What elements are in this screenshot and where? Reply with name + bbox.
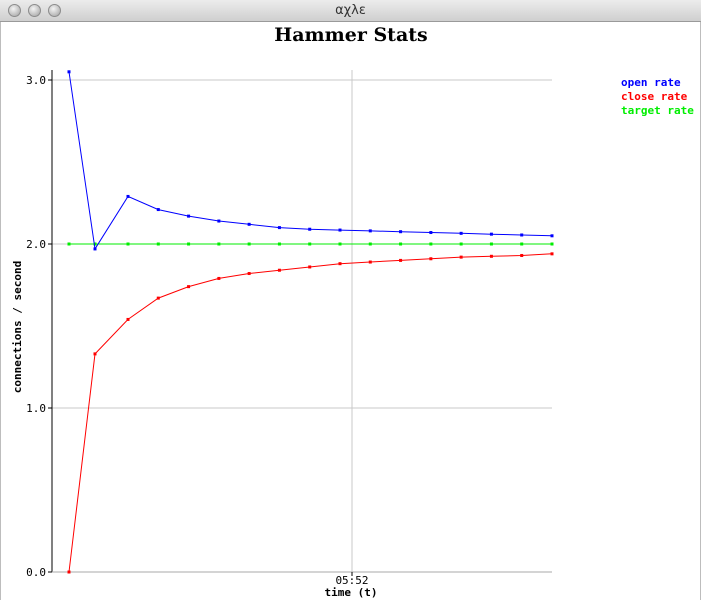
data-point — [156, 208, 160, 212]
data-point — [338, 242, 342, 246]
data-point — [368, 229, 372, 233]
data-point — [67, 70, 71, 74]
data-point — [277, 226, 281, 230]
data-point — [459, 255, 463, 259]
window-title: αχλε — [335, 3, 366, 18]
x-tick-label: 05:52 — [335, 574, 368, 587]
data-point — [489, 232, 493, 236]
zoom-window-button[interactable] — [48, 4, 61, 17]
data-point — [156, 242, 160, 246]
axes: 0.0 1.0 2.0 3.0 05:52 — [26, 70, 552, 587]
x-axis-label: time (t) — [325, 586, 378, 599]
data-point — [520, 233, 524, 237]
data-point — [489, 242, 493, 246]
data-point — [277, 242, 281, 246]
data-point — [93, 352, 97, 356]
data-point — [550, 234, 554, 238]
data-point — [489, 254, 493, 258]
data-point — [126, 194, 130, 198]
data-point — [247, 272, 251, 276]
data-point — [338, 228, 342, 232]
data-point — [550, 252, 554, 256]
data-point — [217, 219, 221, 223]
y-tick-label: 3.0 — [26, 74, 46, 87]
data-point — [429, 242, 433, 246]
data-point — [156, 296, 160, 300]
legend-entry: close rate — [621, 90, 688, 103]
data-point — [67, 570, 71, 574]
data-point — [338, 262, 342, 266]
data-point — [277, 268, 281, 272]
data-point — [368, 242, 372, 246]
data-point — [126, 242, 130, 246]
data-point — [126, 317, 130, 321]
window-border-left — [0, 22, 1, 600]
hammer-stats-chart: Hammer Stats 0.0 1.0 2.0 3.0 05:52 open rate… — [11, 24, 694, 599]
window-titlebar[interactable]: αχλε — [0, 0, 701, 22]
data-point — [217, 276, 221, 280]
series-line-close-rate — [68, 253, 553, 573]
close-window-button[interactable] — [8, 4, 21, 17]
legend-entry: open rate — [621, 76, 681, 89]
series-lines — [67, 70, 554, 574]
data-point — [368, 260, 372, 264]
y-tick-label: 2.0 — [26, 238, 46, 251]
data-point — [93, 247, 97, 251]
y-axis-label: connections / second — [11, 261, 24, 393]
data-point — [429, 257, 433, 261]
data-point — [247, 222, 251, 226]
data-point — [187, 214, 191, 218]
data-point — [187, 242, 191, 246]
data-point — [520, 242, 524, 246]
chart-canvas: Hammer Stats 0.0 1.0 2.0 3.0 05:52 open rate… — [0, 22, 701, 600]
minimize-window-button[interactable] — [28, 4, 41, 17]
series-line-open-rate — [68, 71, 553, 251]
data-point — [520, 253, 524, 257]
data-point — [550, 242, 554, 246]
data-point — [429, 231, 433, 235]
data-point — [459, 231, 463, 235]
chart-title: Hammer Stats — [274, 24, 427, 46]
data-point — [308, 265, 312, 269]
data-point — [217, 242, 221, 246]
data-point — [308, 227, 312, 231]
data-point — [247, 242, 251, 246]
data-point — [67, 242, 71, 246]
data-point — [187, 285, 191, 289]
y-tick-label: 1.0 — [26, 402, 46, 415]
data-point — [93, 242, 97, 246]
y-tick-label: 0.0 — [26, 566, 46, 579]
data-point — [308, 242, 312, 246]
legend-entry: target rate — [621, 104, 694, 117]
data-point — [399, 230, 403, 234]
data-point — [399, 258, 403, 262]
data-point — [459, 242, 463, 246]
data-point — [399, 242, 403, 246]
